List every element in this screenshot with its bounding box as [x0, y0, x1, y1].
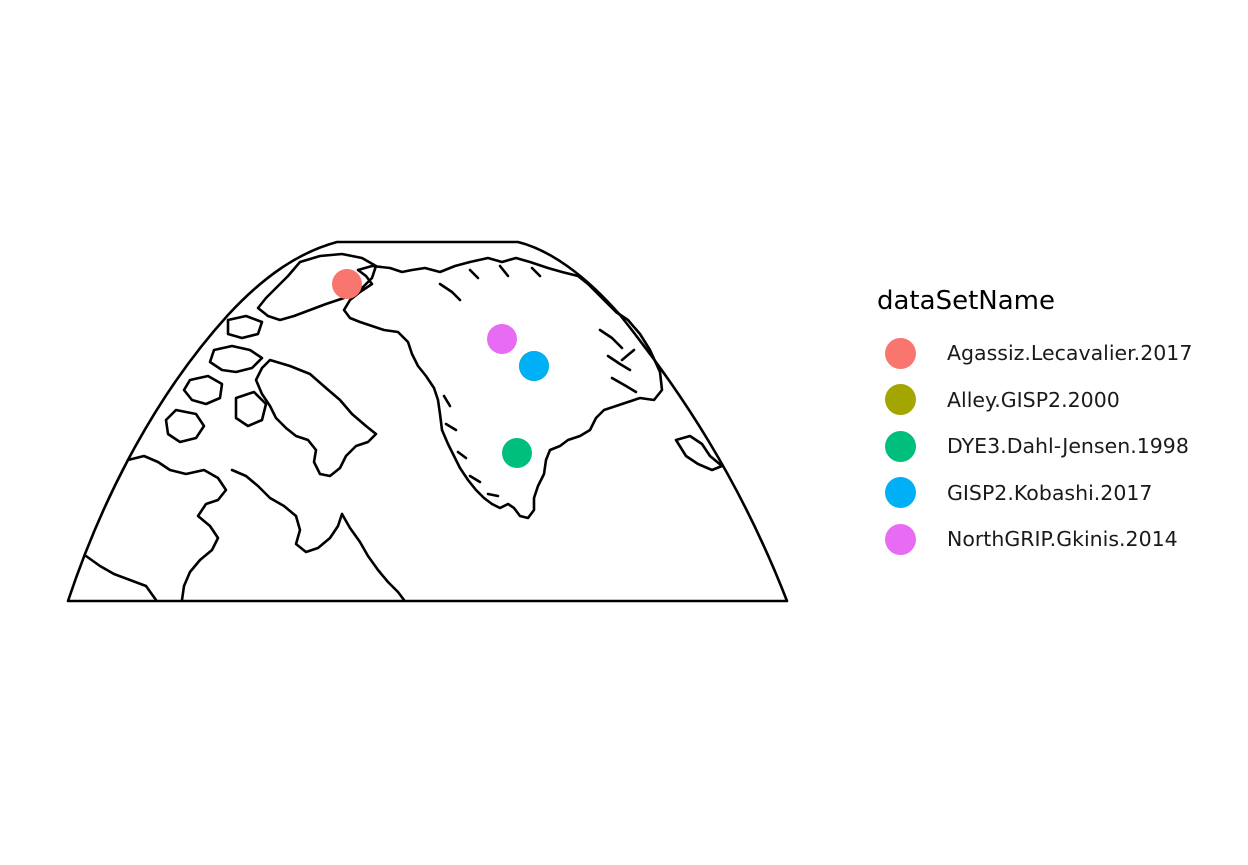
legend: dataSetName Agassiz.Lecavalier.2017 Alley…	[876, 286, 1236, 563]
greenland-coastline	[342, 256, 664, 520]
site-marker	[502, 438, 532, 468]
legend-label: GISP2.Kobashi.2017	[947, 480, 1153, 505]
map-panel	[66, 240, 789, 603]
legend-item: NorthGRIP.Gkinis.2014	[876, 516, 1236, 563]
legend-title: dataSetName	[877, 286, 1055, 316]
legend-item: Alley.GISP2.2000	[876, 377, 1236, 424]
legend-key-dot	[885, 477, 916, 509]
legend-label: DYE3.Dahl-Jensen.1998	[947, 434, 1189, 459]
map-svg	[66, 240, 789, 603]
legend-key-dot	[885, 384, 916, 416]
canadian-islands	[164, 314, 268, 444]
legend-key-dot	[885, 337, 916, 369]
legend-item: DYE3.Dahl-Jensen.1998	[876, 423, 1236, 470]
legend-label: Agassiz.Lecavalier.2017	[947, 341, 1193, 366]
legend-items: Agassiz.Lecavalier.2017 Alley.GISP2.2000 D…	[876, 330, 1236, 563]
greenland-fjords	[438, 264, 638, 498]
baffin-coastline	[254, 358, 378, 478]
site-marker	[519, 351, 549, 381]
legend-label: Alley.GISP2.2000	[947, 387, 1120, 412]
mainland-canada-coastline	[84, 454, 406, 602]
legend-item: GISP2.Kobashi.2017	[876, 470, 1236, 517]
iceland-fragment	[674, 434, 724, 472]
legend-key-dot	[885, 523, 916, 555]
legend-key-dot	[885, 430, 916, 462]
site-marker	[487, 324, 517, 354]
site-marker	[332, 269, 362, 299]
legend-label: NorthGRIP.Gkinis.2014	[947, 527, 1178, 552]
legend-item: Agassiz.Lecavalier.2017	[876, 330, 1236, 377]
ellesmere-coastline	[256, 252, 378, 322]
projection-frame	[66, 240, 789, 603]
site-layer	[332, 269, 549, 468]
